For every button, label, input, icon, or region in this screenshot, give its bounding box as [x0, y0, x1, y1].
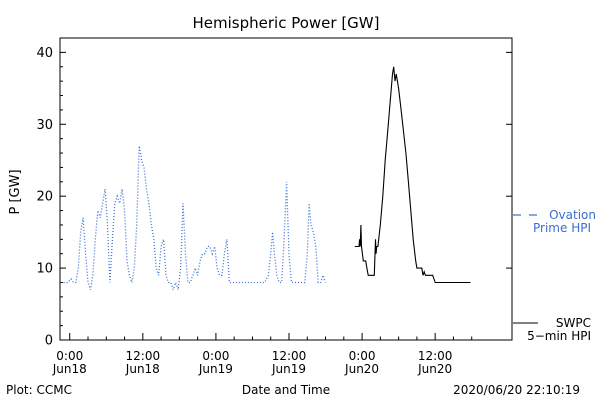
series-group — [60, 66, 471, 292]
x-tick-date: Jun18 — [52, 362, 87, 376]
legend-ovation-label-1: Ovation — [549, 208, 596, 222]
legend-swpc-label-2: 5−min HPI — [527, 329, 591, 343]
y-tick-label: 20 — [36, 190, 53, 205]
chart-title: Hemispheric Power [GW] — [193, 14, 380, 32]
y-tick-label: 0 — [45, 334, 53, 349]
x-tick-date: Jun20 — [344, 362, 379, 376]
y-axis-label: P [GW] — [8, 169, 23, 214]
x-tick-date: Jun20 — [417, 362, 452, 376]
y-tick-label: 30 — [36, 118, 53, 133]
legend-ovation-label-2: Prime HPI — [533, 221, 591, 235]
x-tick-time: 12:00 — [126, 349, 161, 363]
x-tick-time: 12:00 — [418, 349, 453, 363]
x-tick-time: 0:00 — [56, 349, 83, 363]
plot-frame — [59, 37, 513, 341]
legend-swpc-label-1: SWPC — [556, 316, 591, 330]
footer-timestamp: 2020/06/20 22:10:19 — [453, 383, 580, 397]
ovation-prime-series — [60, 145, 327, 292]
footer-left: Plot: CCMC — [6, 383, 72, 397]
y-tick-label: 10 — [36, 262, 53, 277]
x-tick-time: 12:00 — [272, 349, 307, 363]
y-tick-label: 40 — [36, 46, 53, 61]
x-tick-date: Jun19 — [271, 362, 306, 376]
x-tick-date: Jun18 — [125, 362, 160, 376]
swpc-hpi-series — [354, 66, 471, 284]
x-axis-label: Date and Time — [242, 383, 330, 397]
x-axis: 0:00Jun1812:00Jun180:00Jun1912:00Jun190:… — [52, 333, 473, 376]
x-tick-time: 0:00 — [202, 349, 229, 363]
x-tick-date: Jun19 — [198, 362, 233, 376]
y-axis: 0 10 20 30 40 — [36, 46, 512, 349]
x-tick-time: 0:00 — [349, 349, 376, 363]
